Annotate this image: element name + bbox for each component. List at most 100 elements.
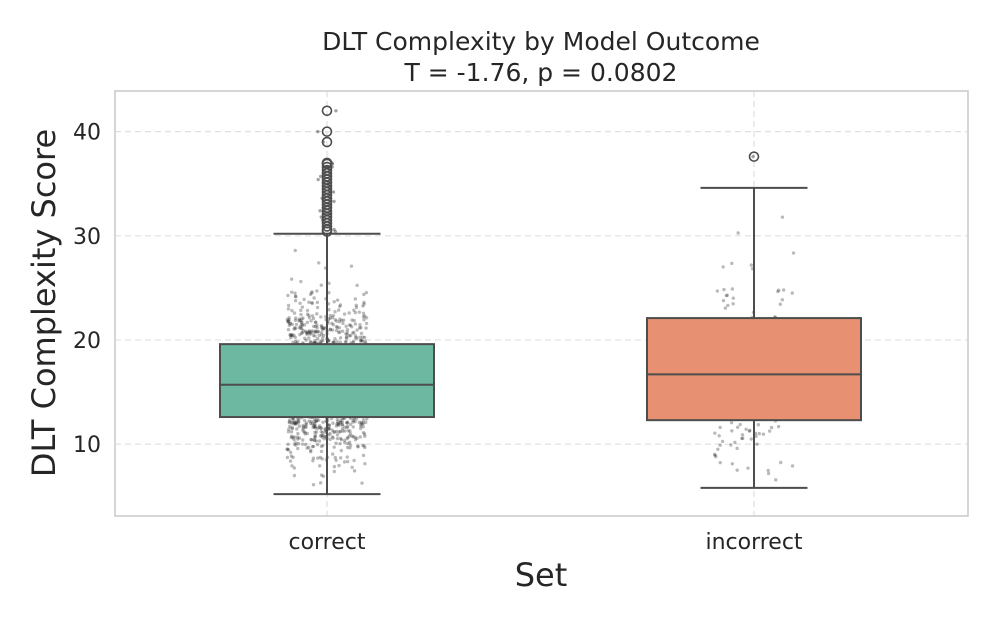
jitter-point — [364, 420, 368, 425]
jitter-point — [321, 327, 326, 331]
jitter-point — [313, 433, 318, 438]
jitter-point — [748, 428, 752, 433]
jitter-point — [756, 423, 761, 427]
x-tick-labels: correct incorrect — [288, 530, 802, 555]
jitter-point — [749, 263, 753, 267]
jitter-point — [308, 340, 313, 344]
jitter-point — [313, 435, 317, 440]
jitter-point — [292, 435, 297, 439]
jitter-point — [726, 303, 730, 308]
jitter-point — [337, 430, 342, 434]
jitter-point — [344, 335, 349, 340]
jitter-point — [311, 444, 316, 449]
jitter-point — [310, 422, 314, 426]
jitter-point — [312, 419, 317, 423]
jitter-point — [359, 338, 363, 342]
jitter-point — [293, 326, 298, 331]
jitter-point — [322, 326, 326, 331]
jitter-point — [347, 334, 352, 338]
jitter-point — [338, 418, 343, 423]
jitter-point — [358, 339, 363, 343]
jitter-point — [721, 265, 725, 269]
jitter-point — [303, 432, 307, 436]
jitter-point — [755, 442, 759, 446]
jitter-point — [338, 317, 342, 321]
jitter-point — [297, 319, 301, 323]
jitter-point — [330, 435, 335, 439]
box-correct — [219, 105, 435, 496]
outlier-marker — [748, 151, 760, 162]
jitter-point — [721, 298, 726, 303]
jitter-point — [319, 426, 323, 430]
jitter-point — [338, 336, 343, 340]
jitter-point — [333, 455, 337, 460]
jitter-point — [316, 177, 320, 182]
jitter-point — [289, 434, 294, 438]
jitter-point — [299, 326, 303, 330]
jitter-point — [766, 468, 770, 473]
jitter-point — [307, 336, 311, 340]
jitter-point — [744, 427, 748, 431]
jitter-point — [321, 420, 325, 424]
jitter-point — [318, 340, 322, 344]
jitter-point — [351, 418, 356, 423]
jitter-point — [778, 302, 783, 306]
jitter-point — [301, 316, 305, 320]
jitter-point — [330, 428, 335, 432]
jitter-point — [363, 445, 367, 450]
jitter-point — [328, 431, 332, 436]
jitter-point — [345, 327, 350, 332]
jitter-point — [354, 303, 358, 308]
jitter-point — [301, 423, 305, 428]
jitter-point — [322, 437, 326, 441]
jitter-point — [336, 421, 340, 426]
jitter-point — [294, 441, 298, 445]
jitter-point — [328, 327, 333, 332]
jitter-point — [337, 463, 341, 468]
jitter-point — [292, 418, 296, 423]
jitter-point — [718, 443, 722, 447]
jitter-point — [751, 154, 755, 159]
jitter-point — [309, 419, 313, 424]
jitter-point — [364, 290, 369, 295]
jitter-point — [294, 322, 299, 327]
jitter-point — [730, 429, 734, 433]
jitter-point — [313, 438, 317, 442]
outlier-marker — [321, 136, 333, 148]
jitter-point — [348, 432, 353, 436]
jitter-point — [314, 320, 318, 325]
jitter-point — [314, 419, 319, 423]
jitter-point — [334, 324, 339, 329]
jitter-point — [334, 458, 338, 462]
jitter-point — [780, 215, 785, 219]
jitter-point — [289, 450, 293, 455]
jitter-point — [730, 261, 734, 266]
jitter-point — [304, 330, 309, 335]
jitter-point — [318, 209, 322, 213]
jitter-point — [740, 436, 745, 441]
jitter-point — [294, 420, 299, 424]
jitter-point — [780, 298, 785, 302]
jitter-point — [293, 299, 298, 303]
jitter-point — [344, 324, 348, 328]
jitter-point — [318, 455, 323, 460]
jitter-point — [351, 435, 355, 439]
jitter-point — [714, 454, 718, 459]
jitter-point — [310, 301, 315, 305]
jitter-point — [776, 289, 780, 294]
y-tick-label: 20 — [73, 329, 101, 354]
jitter-point — [332, 430, 336, 434]
jitter-point — [360, 481, 364, 485]
jitter-point — [347, 434, 352, 438]
jitter-point — [290, 290, 294, 294]
jitter-points — [285, 109, 796, 487]
jitter-point — [286, 319, 290, 324]
jitter-point — [303, 329, 308, 334]
jitter-point — [286, 319, 291, 323]
jitter-point — [352, 330, 356, 335]
jitter-point — [346, 441, 350, 446]
jitter-point — [327, 423, 332, 427]
jitter-point — [346, 420, 350, 424]
jitter-point — [348, 446, 352, 450]
jitter-point — [312, 438, 316, 442]
